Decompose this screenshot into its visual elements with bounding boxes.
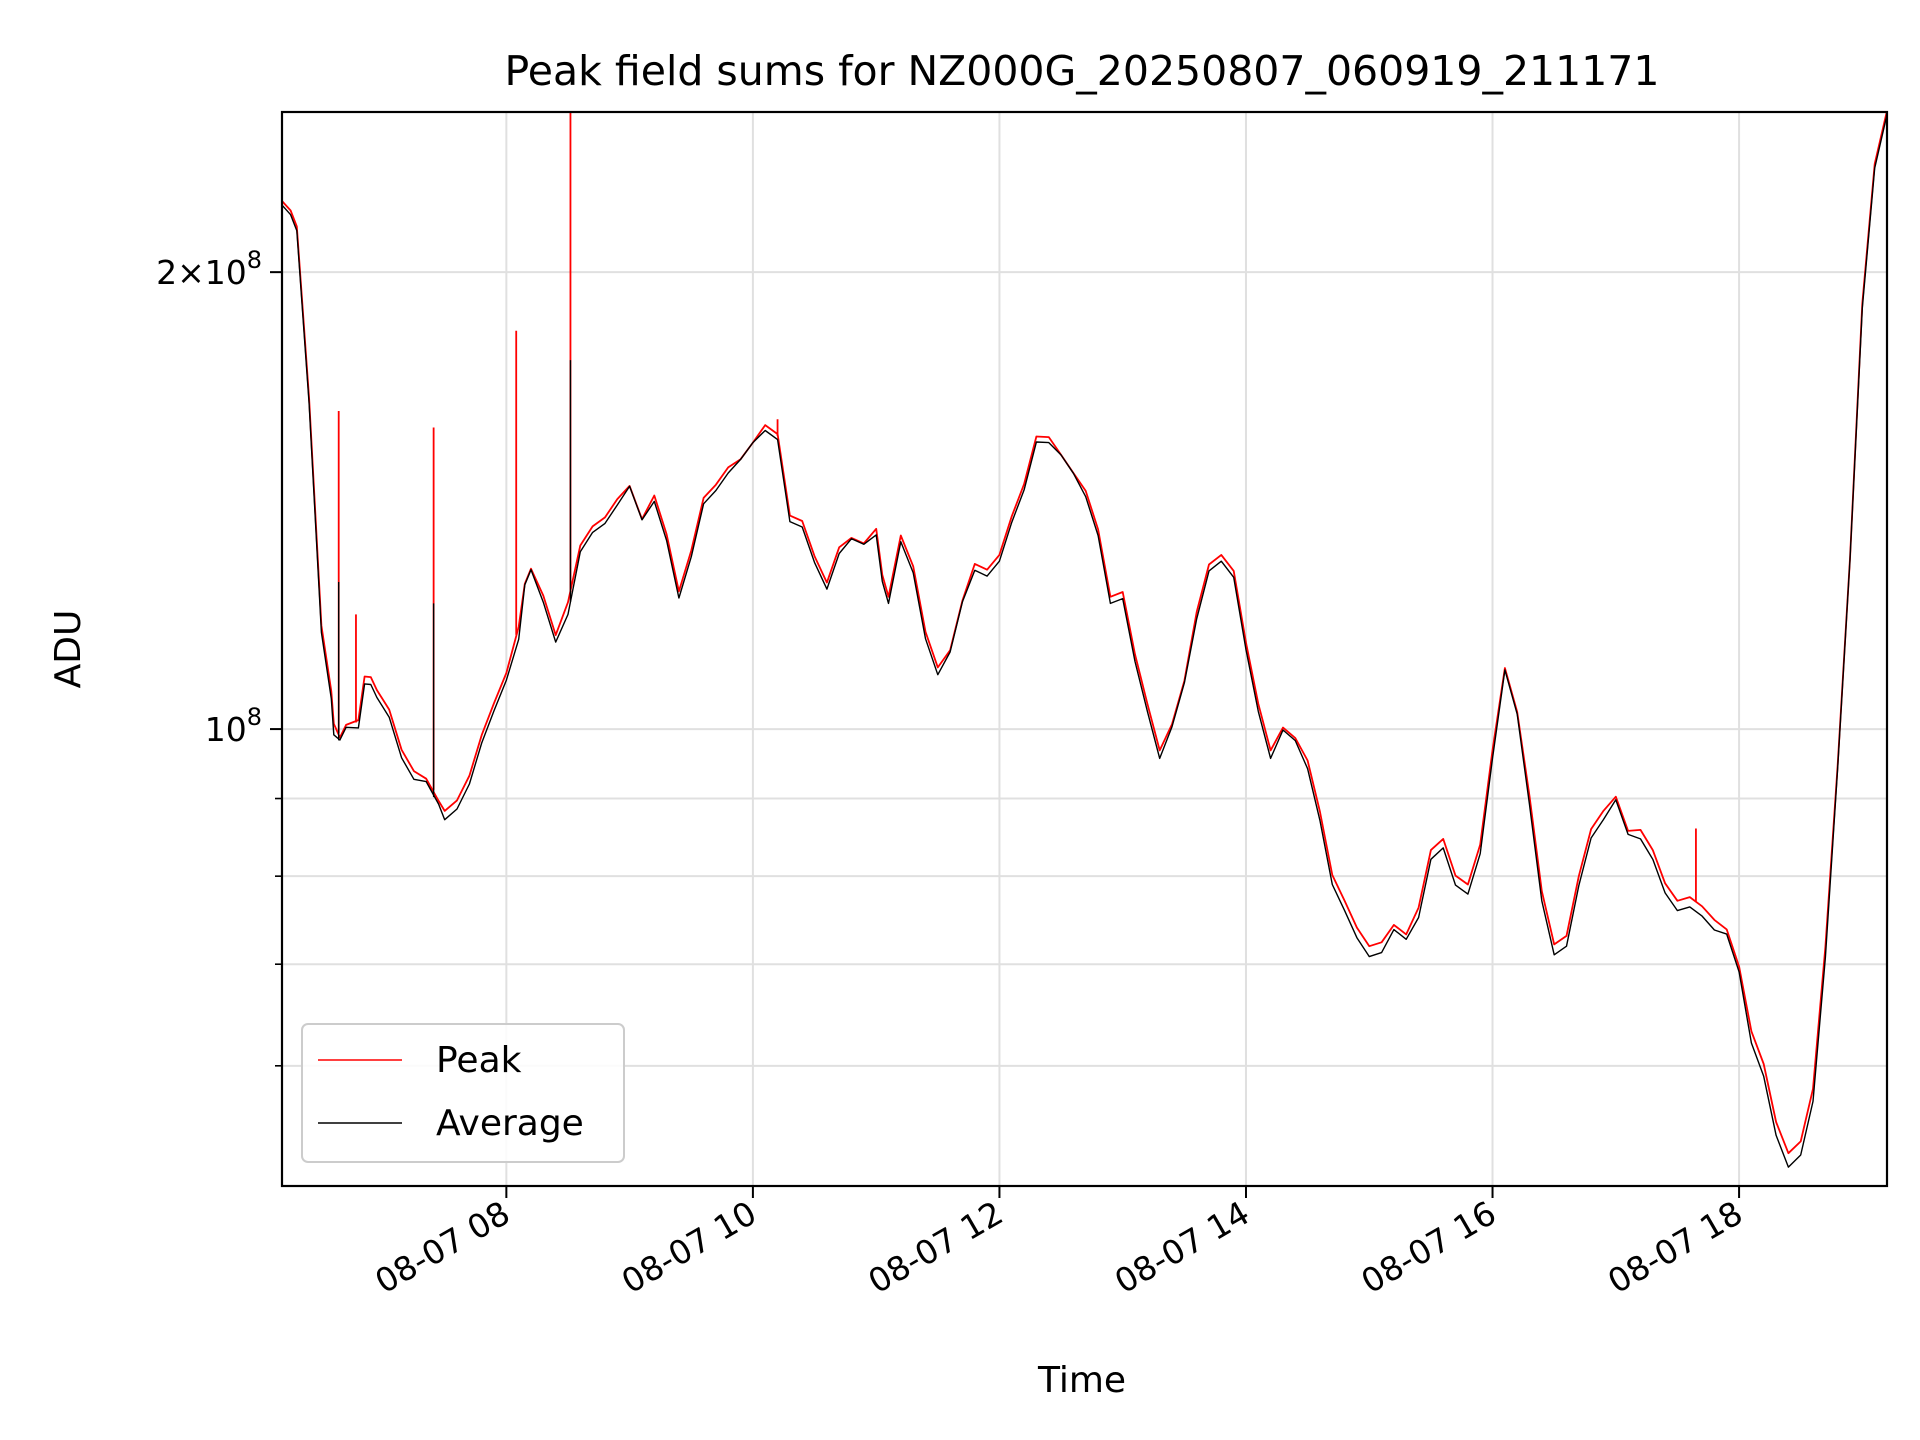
y-tick-label: 108: [205, 703, 262, 749]
chart-title: Peak field sums for NZ000G_20250807_0609…: [505, 47, 1660, 95]
legend-label-peak: Peak: [436, 1040, 522, 1081]
y-axis-label: ADU: [48, 610, 89, 689]
plot-frame: [280, 110, 1889, 1188]
x-axis-label: Time: [1037, 1360, 1126, 1401]
y-tick-label: 2×108: [156, 246, 262, 292]
legend: Peak Average: [301, 1023, 625, 1163]
legend-box: [301, 1023, 625, 1163]
y-tick-label-exponent: 8: [247, 703, 262, 731]
y-tick-label-exponent: 8: [247, 246, 262, 274]
legend-label-average: Average: [436, 1103, 584, 1144]
series-line-peak: [282, 112, 1887, 1155]
series-line-average: [282, 114, 1887, 1168]
series-layer: [282, 112, 1887, 1168]
y-tick-label-base: 2×10: [156, 253, 247, 292]
y-tick-label-base: 10: [205, 710, 247, 749]
